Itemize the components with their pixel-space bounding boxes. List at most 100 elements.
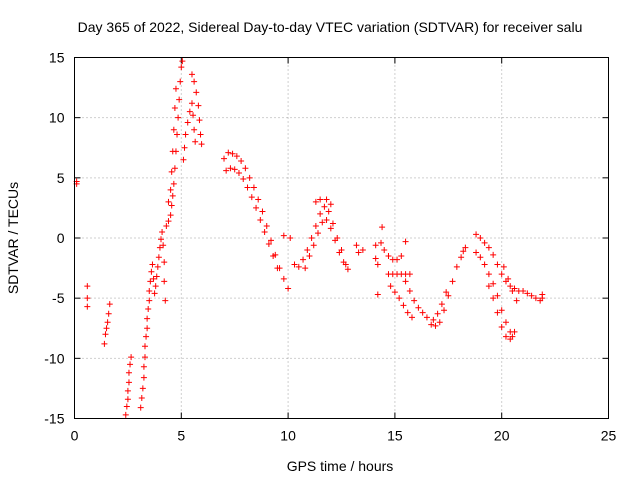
data-point: [372, 255, 379, 262]
data-point: [408, 314, 415, 321]
data-point: [144, 325, 151, 332]
data-point: [140, 363, 147, 370]
data-point: [391, 289, 398, 296]
data-point: [253, 204, 260, 211]
x-tick-label: 0: [71, 428, 79, 444]
data-point: [125, 379, 132, 386]
data-point: [105, 310, 112, 317]
data-point: [473, 249, 480, 256]
data-point: [539, 291, 546, 298]
y-tick-label: 10: [49, 110, 65, 126]
data-point: [123, 403, 130, 410]
data-point: [509, 287, 516, 294]
data-point: [169, 192, 176, 199]
data-point: [477, 235, 484, 241]
data-point: [84, 283, 91, 290]
data-point: [453, 263, 460, 270]
data-point: [180, 156, 187, 163]
data-point: [327, 225, 334, 232]
data-point: [186, 108, 193, 115]
data-point: [146, 287, 153, 294]
data-point: [125, 369, 132, 376]
x-axis-label: GPS time / hours: [287, 458, 394, 474]
data-point: [225, 149, 232, 156]
data-point: [158, 236, 165, 243]
data-point: [151, 290, 158, 297]
data-point: [490, 295, 497, 302]
data-point: [139, 385, 146, 392]
data-point: [404, 309, 411, 316]
data-point: [138, 395, 145, 402]
y-tick-label: 15: [49, 50, 65, 66]
data-point: [84, 303, 91, 310]
data-point: [291, 261, 298, 268]
data-point: [167, 186, 174, 193]
data-point: [319, 219, 326, 226]
data-point: [434, 310, 441, 317]
data-point: [177, 78, 184, 85]
data-point: [223, 167, 230, 174]
y-tick-label: 5: [57, 170, 65, 186]
data-point: [195, 102, 202, 109]
data-point: [179, 58, 186, 65]
data-point: [163, 222, 170, 229]
data-point: [162, 297, 169, 304]
data-point: [507, 336, 514, 343]
data-point: [460, 248, 467, 255]
data-point: [306, 253, 313, 260]
data-point: [432, 322, 439, 329]
data-point: [340, 259, 347, 266]
data-point: [295, 263, 302, 270]
data-point: [250, 184, 257, 191]
data-point: [520, 287, 527, 294]
data-point: [261, 228, 268, 235]
data-point: [329, 220, 336, 227]
data-point: [154, 263, 161, 270]
data-point: [485, 244, 492, 251]
data-point: [481, 261, 488, 268]
data-point: [143, 333, 150, 340]
data-point: [193, 89, 200, 96]
data-point: [445, 292, 452, 299]
x-tick-label: 25: [601, 428, 617, 444]
data-point: [385, 253, 392, 260]
data-point: [170, 126, 177, 133]
data-point: [84, 295, 91, 302]
data-point: [300, 256, 307, 263]
data-point: [336, 249, 343, 256]
data-point: [310, 242, 317, 249]
data-point: [124, 387, 131, 394]
data-point: [532, 295, 539, 302]
data-point: [344, 266, 351, 273]
data-point: [240, 176, 247, 183]
y-tick-label: -10: [44, 350, 64, 366]
data-point: [184, 119, 191, 126]
data-point: [168, 168, 175, 175]
data-point: [449, 278, 456, 285]
y-axis-ticks: -15 -10 -5 0 5 10 15: [44, 50, 609, 427]
data-point: [149, 261, 156, 268]
data-point: [415, 304, 422, 311]
data-point: [165, 198, 172, 205]
data-point: [148, 268, 155, 275]
data-point: [438, 301, 445, 308]
data-point: [161, 278, 168, 285]
data-point: [524, 290, 531, 297]
data-point: [178, 64, 185, 71]
data-point: [419, 309, 426, 316]
data-point: [381, 247, 388, 254]
data-point: [153, 273, 160, 280]
y-tick-label: -5: [52, 290, 65, 306]
data-point: [315, 230, 322, 237]
data-point: [141, 354, 148, 361]
data-point: [174, 131, 181, 138]
data-point: [402, 238, 409, 245]
data-point: [323, 216, 330, 223]
data-point: [169, 148, 176, 155]
data-point: [233, 153, 240, 160]
data-point: [165, 218, 172, 225]
data-point: [528, 292, 535, 299]
data-point: [494, 292, 501, 299]
data-point: [498, 271, 505, 278]
